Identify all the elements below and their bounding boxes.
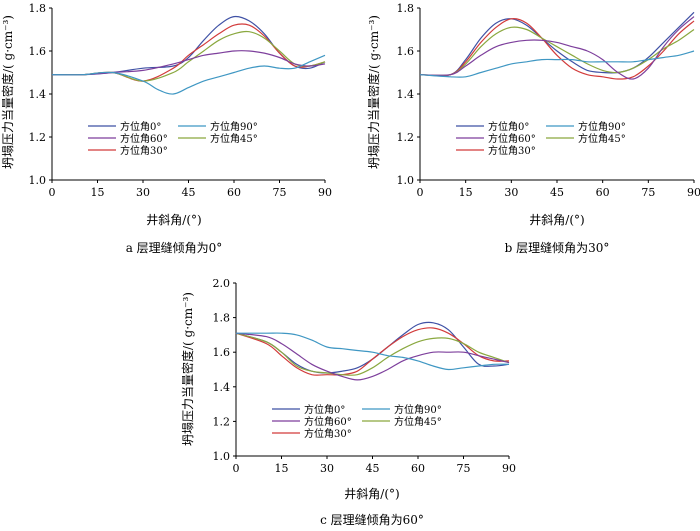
y-tick-label: 1.8: [397, 2, 415, 15]
y-tick-label: 1.4: [213, 381, 231, 394]
legend-label: 方位角60°: [120, 132, 168, 145]
x-tick-label: 0: [233, 462, 240, 475]
legend-label: 方位角45°: [394, 415, 442, 428]
y-tick-label: 1.0: [29, 174, 47, 187]
legend-label: 方位角60°: [488, 132, 536, 145]
x-axis-label: 井斜角/(°): [146, 213, 201, 227]
y-tick-label: 1.2: [397, 131, 415, 144]
series-line-90: [419, 50, 695, 78]
series-line-45: [235, 332, 510, 376]
y-tick-label: 1.6: [213, 346, 231, 359]
axis-lines: [235, 283, 509, 457]
x-tick-label: 60: [227, 186, 241, 199]
x-tick-label: 60: [596, 186, 610, 199]
legend-label: 方位角60°: [304, 415, 352, 428]
legend-label: 方位角30°: [120, 144, 168, 157]
y-tick-label: 2.0: [213, 277, 231, 290]
y-tick-label: 1.6: [397, 45, 415, 58]
series-line-90: [51, 54, 326, 95]
x-tick-label: 30: [136, 186, 150, 199]
legend-label: 方位角90°: [394, 403, 442, 416]
y-axis-label: 坍塌压力当量密度/( g·cm⁻³): [180, 292, 195, 446]
axis-lines: [51, 8, 325, 181]
x-tick-label: 15: [275, 462, 289, 475]
x-tick-label: 90: [687, 186, 700, 199]
y-tick-label: 1.4: [29, 88, 47, 101]
y-axis-label: 坍塌压力当量密度/( g·cm⁻³): [0, 15, 15, 169]
panel-caption: a 层理缝倾角为0°: [126, 240, 223, 255]
legend-label: 方位角0°: [120, 120, 161, 133]
y-tick-label: 1.0: [397, 174, 415, 187]
legend-label: 方位角90°: [210, 120, 258, 133]
series-line-0: [419, 11, 695, 77]
x-tick-label: 0: [417, 186, 424, 199]
series-line-90: [235, 332, 510, 371]
y-tick-label: 1.0: [213, 450, 231, 463]
series-line-0: [51, 15, 326, 76]
x-tick-label: 15: [459, 186, 473, 199]
x-tick-label: 75: [457, 462, 471, 475]
y-tick-label: 1.6: [29, 45, 47, 58]
axis-lines: [419, 8, 694, 181]
y-tick-label: 1.2: [213, 415, 231, 428]
x-tick-label: 45: [550, 186, 564, 199]
chart-panel-b: 坍塌压力当量密度/( g·cm⁻³) 井斜角/(°) b 层理缝倾角为30° 1…: [366, 2, 700, 255]
series-line-45: [51, 30, 326, 82]
series-line-60: [235, 332, 510, 381]
series-line-45: [419, 26, 695, 77]
x-tick-label: 45: [182, 186, 196, 199]
x-tick-label: 75: [641, 186, 655, 199]
series-line-30: [51, 23, 326, 82]
series-line-30: [419, 18, 695, 80]
x-tick-label: 30: [504, 186, 518, 199]
x-tick-label: 60: [411, 462, 425, 475]
x-tick-label: 30: [320, 462, 334, 475]
legend-label: 方位角45°: [210, 132, 258, 145]
x-tick-label: 90: [502, 462, 516, 475]
x-tick-label: 45: [366, 462, 380, 475]
x-axis-label: 井斜角/(°): [344, 487, 399, 501]
y-tick-label: 1.8: [213, 312, 231, 325]
chart-panel-c: 坍塌压力当量密度/( g·cm⁻³) 井斜角/(°) c 层理缝倾角为60° 1…: [180, 277, 516, 527]
legend-label: 方位角30°: [488, 144, 536, 157]
panel-caption: c 层理缝倾角为60°: [320, 512, 424, 527]
legend-label: 方位角90°: [578, 120, 626, 133]
series-line-60: [419, 16, 695, 80]
x-tick-label: 15: [91, 186, 105, 199]
panel-caption: b 层理缝倾角为30°: [505, 240, 610, 255]
x-tick-label: 75: [273, 186, 287, 199]
legend-label: 方位角30°: [304, 427, 352, 440]
y-tick-label: 1.4: [397, 88, 415, 101]
y-tick-label: 1.8: [29, 2, 47, 15]
x-tick-label: 0: [49, 186, 56, 199]
y-tick-label: 1.2: [29, 131, 47, 144]
y-axis-label: 坍塌压力当量密度/( g·cm⁻³): [366, 15, 381, 169]
legend-label: 方位角0°: [304, 403, 345, 416]
x-axis-label: 井斜角/(°): [529, 213, 584, 227]
legend-label: 方位角45°: [578, 132, 626, 145]
x-tick-label: 90: [318, 186, 332, 199]
chart-panel-a: 坍塌压力当量密度/( g·cm⁻³) 井斜角/(°) a 层理缝倾角为0° 1.…: [0, 2, 332, 255]
legend-label: 方位角0°: [488, 120, 529, 133]
series-line-60: [51, 50, 326, 76]
